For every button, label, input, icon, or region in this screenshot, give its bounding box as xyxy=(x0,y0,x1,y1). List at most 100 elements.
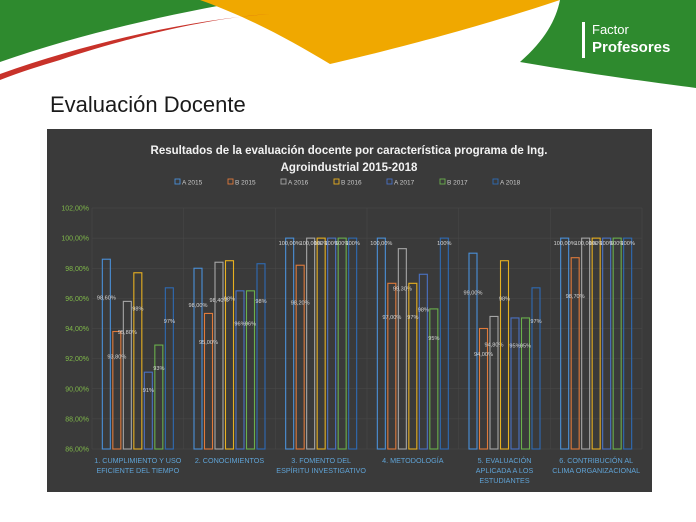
bar xyxy=(235,290,245,450)
bar xyxy=(531,287,541,450)
bar xyxy=(112,330,122,450)
header-banner xyxy=(0,0,696,88)
x-category-label: EFICIENTE DEL TIEMPO xyxy=(96,466,179,475)
legend-label: B 2016 xyxy=(341,180,362,187)
data-label: 100% xyxy=(314,241,328,247)
green-header-block xyxy=(520,0,696,88)
bar xyxy=(133,272,143,450)
x-category-label: APLICADA A LOS xyxy=(476,466,534,475)
data-label: 100,00% xyxy=(300,241,322,247)
x-category-label: 2. CONOCIMIENTOS xyxy=(195,456,265,465)
y-tick-label: 94,00% xyxy=(65,326,89,333)
bar xyxy=(376,237,386,450)
bar xyxy=(214,261,224,450)
green-swoosh xyxy=(0,0,250,62)
x-category-label: 1. CUMPLIMIENTO Y USO xyxy=(94,456,181,465)
bar xyxy=(256,263,266,450)
data-label: 100% xyxy=(621,241,635,247)
bar xyxy=(560,237,570,450)
data-label: 93,80% xyxy=(107,355,126,361)
data-label: 100,00% xyxy=(554,241,576,247)
data-label: 95,80% xyxy=(118,330,137,336)
gold-swoosh xyxy=(200,0,560,64)
data-label: 98,40% xyxy=(210,298,229,304)
bar xyxy=(591,237,601,450)
bar xyxy=(429,308,439,450)
legend-label: A 2018 xyxy=(500,180,521,187)
data-label: 93% xyxy=(153,366,164,372)
bar xyxy=(285,237,295,450)
bar xyxy=(122,300,132,450)
bar xyxy=(306,237,316,450)
bar xyxy=(581,237,591,450)
legend-swatch xyxy=(439,178,446,185)
data-label: 96% xyxy=(245,321,256,327)
data-label: 91% xyxy=(143,388,154,394)
data-label: 97,00% xyxy=(382,315,401,321)
legend-swatch xyxy=(492,178,499,185)
y-tick-label: 96,00% xyxy=(65,296,89,303)
chart-title-line: Agroindustrial 2015-2018 xyxy=(281,162,418,174)
data-label: 100,00% xyxy=(279,241,301,247)
data-label: 95% xyxy=(520,344,531,350)
bar xyxy=(510,317,520,450)
data-label: 100% xyxy=(589,241,603,247)
brand-line1: Factor xyxy=(592,22,629,37)
bar xyxy=(418,273,428,450)
bar xyxy=(154,344,164,450)
data-label: 97% xyxy=(407,315,418,321)
data-label: 95% xyxy=(428,336,439,342)
chart-panel: Resultados de la evaluación docente por … xyxy=(47,129,652,492)
x-category-label: ESTUDIANTES xyxy=(479,476,530,485)
x-category-label: 5. EVALUACIÓN xyxy=(478,456,532,465)
bar xyxy=(164,287,174,450)
bar xyxy=(387,282,397,450)
bar xyxy=(489,315,499,450)
bar xyxy=(570,257,580,450)
brand-logo: Factor Profesores xyxy=(582,20,692,64)
y-tick-label: 88,00% xyxy=(65,416,89,423)
bar xyxy=(316,237,326,450)
data-label: 100% xyxy=(325,241,339,247)
bar xyxy=(520,317,531,450)
bar-chart: Resultados de la evaluación docente por … xyxy=(61,145,643,485)
data-label: 100,00% xyxy=(575,241,597,247)
data-label: 100% xyxy=(600,241,614,247)
bar xyxy=(439,237,449,450)
y-tick-label: 100,00% xyxy=(61,236,89,243)
y-tick-label: 92,00% xyxy=(65,356,89,363)
data-label: 98% xyxy=(499,297,510,303)
data-label: 100% xyxy=(346,241,360,247)
data-label: 94,80% xyxy=(485,342,504,348)
bar xyxy=(143,371,153,450)
bar xyxy=(478,327,489,450)
legend-swatch xyxy=(174,178,181,185)
bar xyxy=(397,248,407,450)
data-label: 100% xyxy=(437,241,451,247)
x-category-label: 4. METODOLOGÍA xyxy=(382,456,444,465)
bar xyxy=(348,237,358,450)
data-label: 100% xyxy=(610,241,624,247)
bar xyxy=(193,267,203,450)
y-tick-label: 98,00% xyxy=(65,266,89,273)
bar xyxy=(245,290,256,450)
legend-label: A 2017 xyxy=(394,180,415,187)
legend-swatch xyxy=(386,178,393,185)
data-label: 98% xyxy=(132,306,143,312)
legend-label: B 2015 xyxy=(235,180,256,187)
data-label: 100,00% xyxy=(370,241,392,247)
data-label: 98,00% xyxy=(189,303,208,309)
bar xyxy=(203,312,214,450)
x-category-label: 3. FOMENTO DEL xyxy=(291,456,351,465)
bar xyxy=(408,282,418,450)
data-label: 95% xyxy=(509,344,520,350)
data-label: 97% xyxy=(164,319,175,325)
y-tick-label: 90,00% xyxy=(65,386,89,393)
bar xyxy=(612,237,622,450)
chart-title-line: Resultados de la evaluación docente por … xyxy=(151,145,548,157)
bar xyxy=(623,237,633,450)
data-label: 98% xyxy=(224,297,235,303)
slide-title: Evaluación Docente xyxy=(50,92,246,117)
y-tick-label: 86,00% xyxy=(65,447,89,454)
data-label: 98% xyxy=(418,308,429,314)
